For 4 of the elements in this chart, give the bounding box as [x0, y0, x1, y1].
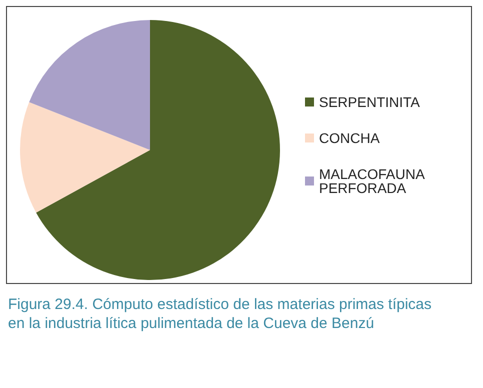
text: Figura 29.4. Cómputo estadístico de las materias primas típicas en la industria lítica pulimentada de la Cueva de Benzú — [8, 295, 433, 333]
legend-label: SERPENTINITA — [319, 94, 421, 110]
legend-label: CONCHA — [319, 130, 380, 146]
legend-label: MALACOFAUNA PERFORADA — [319, 166, 428, 196]
